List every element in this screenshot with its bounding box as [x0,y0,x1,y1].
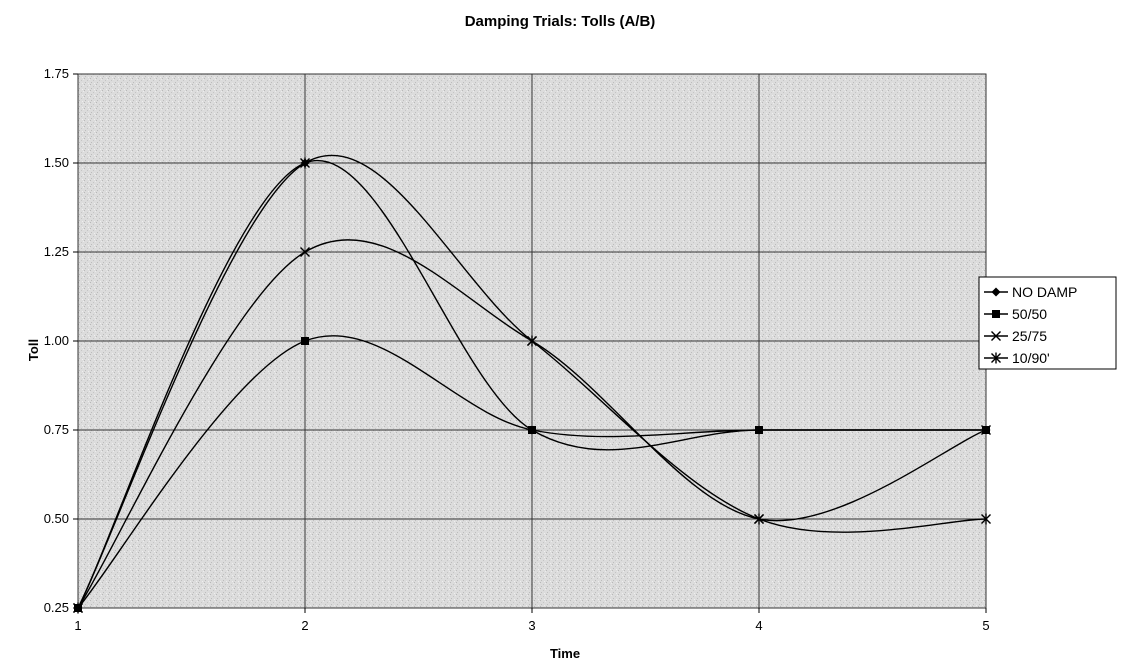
chart-title: Damping Trials: Tolls (A/B) [465,13,656,30]
legend-item: NO DAMP [984,284,1077,300]
series-line [77,154,987,609]
legend-item: 10/90' [984,350,1050,366]
series-layer [73,154,991,614]
data-point [755,426,763,434]
data-point [981,513,991,525]
legend-label: 25/75 [1012,328,1047,344]
y-tick-label: 1.25 [44,244,69,259]
x-tick-label: 3 [528,618,535,633]
data-point [73,602,83,614]
data-point [981,425,991,435]
data-point [300,247,310,257]
x-tick-label: 5 [982,618,989,633]
x-axis-title: Time [550,646,580,661]
data-point [301,337,309,345]
x-tick-label: 1 [74,618,81,633]
y-axis-ticks: 0.25 0.50 0.75 1.00 1.25 1.50 1.75 [44,66,78,615]
x-tick-label: 4 [755,618,762,633]
y-tick-label: 1.00 [44,333,69,348]
y-tick-label: 0.50 [44,511,69,526]
x-axis-ticks: 1 2 3 4 5 [74,608,990,633]
y-axis-title: Toll [26,339,41,361]
data-point [754,513,764,525]
data-point [527,335,537,347]
data-point [300,157,310,169]
legend-item: 25/75 [984,328,1047,344]
y-tick-label: 1.50 [44,155,69,170]
legend-label: 50/50 [1012,306,1047,322]
legend-swatch-marker [991,352,1001,364]
legend-item: 50/50 [984,306,1047,322]
y-tick-label: 1.75 [44,66,69,81]
legend-label: NO DAMP [1012,284,1077,300]
x-tick-label: 2 [301,618,308,633]
legend-swatch-marker [991,331,1001,341]
data-point [528,426,536,434]
legend-swatch-marker [992,310,1000,318]
legend-label: 10/90' [1012,350,1050,366]
y-tick-label: 0.25 [44,600,69,615]
series-line [77,239,987,609]
y-tick-label: 0.75 [44,422,69,437]
legend-swatch-marker [991,287,1001,297]
series-3 [73,154,991,614]
legend: NO DAMP 50/50 25/75 10/90' [978,276,1117,370]
series-line [77,335,986,609]
legend-box [978,276,1117,370]
